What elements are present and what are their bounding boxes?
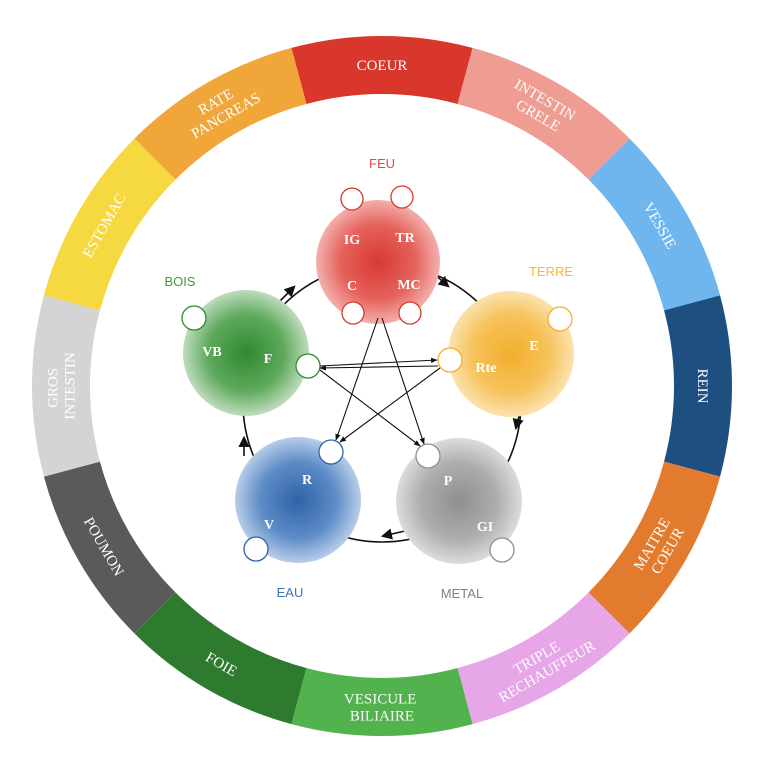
- organ-ring: COEUR INTESTIN GRELE VESSIE REIN MAI: [31, 36, 732, 736]
- ring-segment-vessie: VESSIE: [588, 138, 721, 311]
- organ-gi-label: GI: [477, 520, 493, 535]
- ring-segment-poumon: POUMON: [43, 461, 176, 634]
- element-metal-label: METAL: [441, 586, 483, 601]
- element-bois-circle: [183, 290, 309, 416]
- ring-segment-label: GROS INTESTIN: [46, 352, 79, 420]
- element-terre: TERRE E Rte: [437, 264, 574, 417]
- point-vb[interactable]: [181, 305, 207, 331]
- star-arrow-bois-terre: [319, 357, 438, 367]
- star-arrow-bois-metal: [319, 369, 421, 447]
- element-feu-label: FEU: [369, 156, 395, 171]
- star-arrow-feu-metal: [381, 317, 425, 445]
- organ-p-label: P: [444, 474, 453, 489]
- point-e[interactable]: [547, 306, 573, 332]
- ring-segment-coeur: COEUR: [291, 36, 473, 104]
- ring-segment-shape: [291, 36, 473, 104]
- ring-segment-shape: [664, 295, 732, 477]
- point-c[interactable]: [341, 301, 365, 325]
- element-bois: BOIS VB F: [164, 274, 321, 416]
- control-star: [319, 317, 441, 447]
- star-arrow-terre-bois: [319, 365, 439, 371]
- point-v[interactable]: [243, 536, 269, 562]
- organ-mc-label: MC: [397, 278, 420, 293]
- element-feu-circle: [316, 200, 440, 324]
- element-eau: EAU R V: [235, 437, 361, 600]
- ring-segment-label: VESICULE BILIAIRE: [344, 692, 420, 725]
- point-mc[interactable]: [398, 301, 422, 325]
- ring-segment-foie: FOIE: [134, 592, 307, 725]
- ring-segment-label: REIN: [694, 369, 710, 404]
- element-metal-circle: [396, 438, 522, 564]
- point-ig[interactable]: [340, 187, 364, 211]
- ring-segment-rate-pancreas: RATE PANCREAS: [134, 47, 307, 180]
- ring-segment-triple-rechauffeur: TRIPLE RECHAUFFEUR: [457, 592, 630, 725]
- ring-segment-shape: [457, 47, 630, 180]
- organ-e-label: E: [529, 339, 538, 354]
- ring-segment-label: COEUR: [357, 58, 408, 74]
- organ-tr-label: TR: [395, 231, 415, 246]
- ring-segment-shape: [588, 461, 721, 634]
- organ-r-label: R: [302, 473, 313, 488]
- organ-f-label: F: [264, 352, 273, 367]
- element-feu: FEU IG TR C MC: [316, 156, 440, 325]
- ring-segment-intestin-grele: INTESTIN GRELE: [457, 47, 630, 180]
- star-arrow-terre-eau: [339, 367, 441, 443]
- element-metal: METAL P GI: [396, 438, 522, 601]
- cycle-arrow-metal-eau: [380, 528, 406, 540]
- ring-segment-shape: [134, 47, 307, 180]
- ring-segment-shape: [43, 461, 176, 634]
- ring-segment-rein: REIN: [664, 295, 732, 477]
- point-p[interactable]: [415, 443, 441, 469]
- point-tr[interactable]: [390, 185, 414, 209]
- element-eau-circle: [235, 437, 361, 563]
- point-r[interactable]: [318, 439, 344, 465]
- ring-segment-gros-intestin: GROS INTESTIN: [31, 295, 100, 477]
- ring-segment-maitre-coeur: MAITRE COEUR: [588, 461, 721, 634]
- ring-segment-shape: [31, 295, 100, 477]
- element-terre-label: TERRE: [529, 264, 573, 279]
- element-bois-label: BOIS: [164, 274, 195, 289]
- element-terre-circle: [448, 291, 574, 417]
- organ-vb-label: VB: [202, 345, 221, 360]
- ring-segment-shape: [134, 592, 307, 725]
- cycle-arrow-bois-feu: [278, 285, 296, 303]
- ring-segment-shape: [588, 138, 721, 311]
- organ-rte-label: Rte: [476, 361, 497, 376]
- organ-c-label: C: [347, 279, 357, 294]
- point-gi[interactable]: [489, 537, 515, 563]
- point-rte[interactable]: [437, 347, 463, 373]
- ring-segment-shape: [457, 592, 630, 725]
- point-f[interactable]: [295, 353, 321, 379]
- organ-v-label: V: [264, 518, 274, 533]
- element-eau-label: EAU: [277, 585, 304, 600]
- ring-segment-estomac: ESTOMAC: [43, 138, 176, 311]
- ring-segment-shape: [43, 138, 176, 311]
- organ-ig-label: IG: [344, 233, 360, 248]
- ring-segment-shape: [291, 668, 473, 736]
- ring-segment-vesicule-biliaire: VESICULE BILIAIRE: [291, 668, 473, 736]
- star-arrow-feu-eau: [335, 317, 379, 441]
